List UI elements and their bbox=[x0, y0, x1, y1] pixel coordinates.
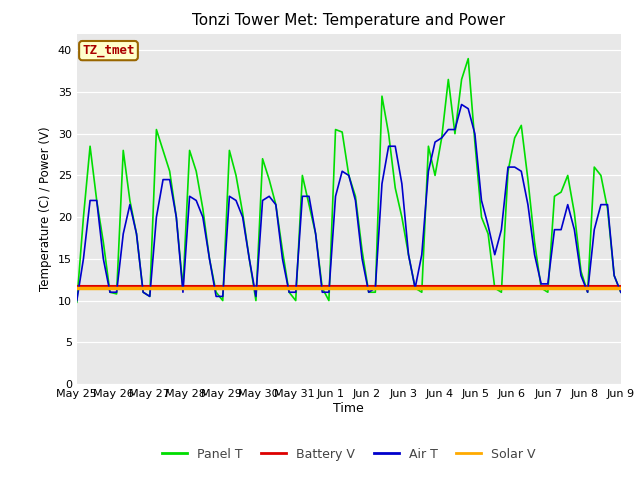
Line: Panel T: Panel T bbox=[77, 59, 621, 302]
X-axis label: Time: Time bbox=[333, 402, 364, 415]
Battery V bbox=[497, 283, 505, 288]
Panel T bbox=[186, 147, 193, 153]
Line: Air T: Air T bbox=[77, 105, 621, 300]
Air T bbox=[186, 193, 193, 199]
Panel T bbox=[504, 168, 512, 174]
Text: TZ_tmet: TZ_tmet bbox=[82, 44, 135, 57]
Battery V bbox=[106, 283, 114, 288]
Panel T bbox=[465, 56, 472, 61]
Battery V bbox=[398, 283, 406, 288]
Solar V bbox=[73, 285, 81, 291]
Air T bbox=[471, 131, 479, 137]
Solar V bbox=[398, 285, 406, 291]
Solar V bbox=[465, 285, 472, 291]
Battery V bbox=[152, 283, 160, 288]
Air T bbox=[73, 298, 81, 303]
Legend: Panel T, Battery V, Air T, Solar V: Panel T, Battery V, Air T, Solar V bbox=[157, 443, 541, 466]
Air T bbox=[106, 289, 114, 295]
Solar V bbox=[106, 285, 114, 291]
Panel T bbox=[617, 289, 625, 295]
Solar V bbox=[186, 285, 193, 291]
Panel T bbox=[73, 300, 81, 305]
Air T bbox=[458, 102, 465, 108]
Y-axis label: Temperature (C) / Power (V): Temperature (C) / Power (V) bbox=[39, 127, 52, 291]
Battery V bbox=[186, 283, 193, 288]
Air T bbox=[504, 164, 512, 170]
Solar V bbox=[152, 285, 160, 291]
Panel T bbox=[471, 139, 479, 145]
Battery V bbox=[465, 283, 472, 288]
Title: Tonzi Tower Met: Temperature and Power: Tonzi Tower Met: Temperature and Power bbox=[192, 13, 506, 28]
Panel T bbox=[152, 127, 160, 132]
Solar V bbox=[497, 285, 505, 291]
Air T bbox=[152, 214, 160, 220]
Panel T bbox=[106, 289, 114, 295]
Air T bbox=[398, 181, 406, 187]
Battery V bbox=[73, 283, 81, 288]
Air T bbox=[617, 289, 625, 295]
Panel T bbox=[398, 214, 406, 220]
Solar V bbox=[617, 285, 625, 291]
Battery V bbox=[617, 283, 625, 288]
